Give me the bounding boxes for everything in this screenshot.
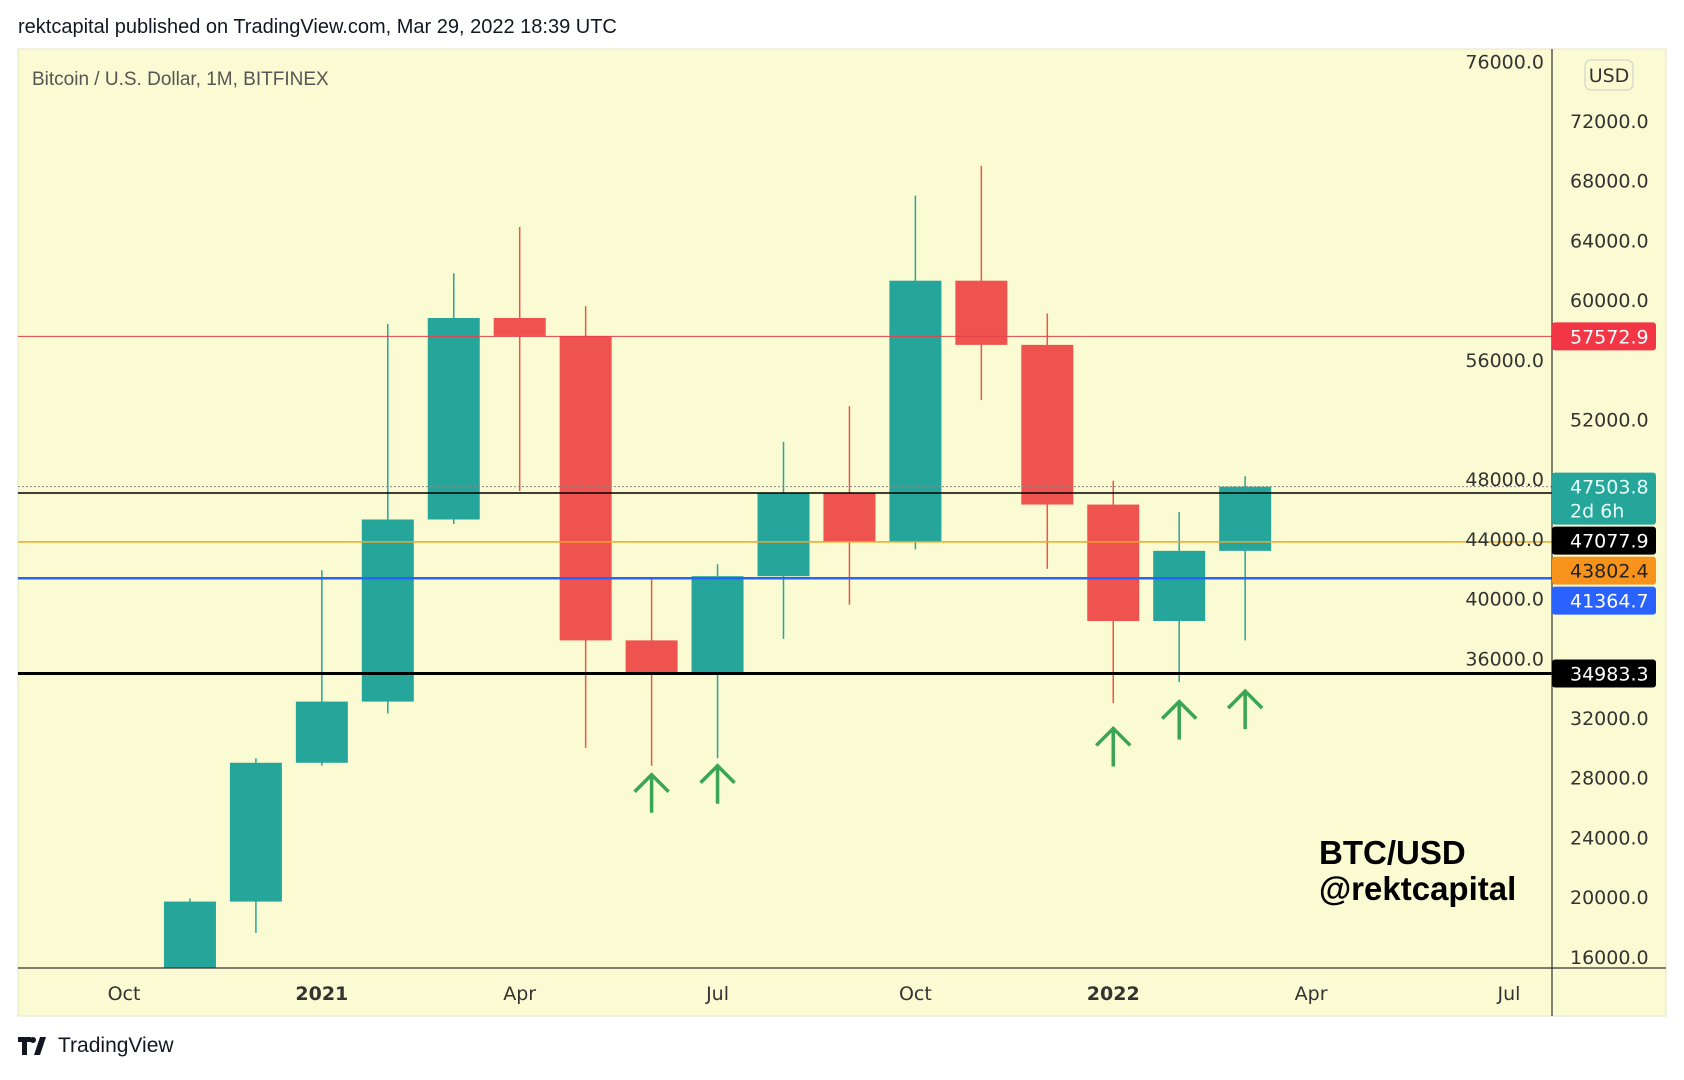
y-tick-label: 24000.0 xyxy=(1570,827,1649,849)
x-tick-label: 2021 xyxy=(295,983,348,1005)
candle-body-2022-02[interactable] xyxy=(1153,550,1206,621)
y-tick-label: 56000.0 xyxy=(1465,350,1544,372)
price-tag-label: 47077.9 xyxy=(1570,531,1649,553)
y-tick-label: 36000.0 xyxy=(1465,648,1544,670)
up-arrow-icon xyxy=(699,763,736,804)
y-tick-label: 16000.0 xyxy=(1570,947,1649,969)
up-arrow-icon xyxy=(1226,688,1264,730)
y-tick-label: 76000.0 xyxy=(1465,51,1544,73)
y-tick-label: 68000.0 xyxy=(1570,171,1649,193)
candle-body-2021-03[interactable] xyxy=(427,318,480,520)
up-arrow-icon xyxy=(1095,725,1132,767)
candle-body-2021-11[interactable] xyxy=(955,280,1008,345)
x-tick-label: Apr xyxy=(1295,983,1328,1005)
price-tag-label: 34983.3 xyxy=(1570,663,1649,685)
y-tick-label: 44000.0 xyxy=(1465,529,1544,551)
price-tag-57572.9 xyxy=(1552,322,1656,351)
candle-body-2021-10[interactable] xyxy=(889,280,942,542)
y-tick-label: 32000.0 xyxy=(1570,708,1649,730)
y-tick-label: 20000.0 xyxy=(1570,887,1649,909)
y-tick-label: 52000.0 xyxy=(1570,410,1649,432)
y-tick-label: 28000.0 xyxy=(1570,768,1649,790)
tradingview-logo-icon xyxy=(18,1037,46,1055)
candle-body-2020-11[interactable] xyxy=(163,901,216,990)
price-tag-label: 47503.8 xyxy=(1570,477,1649,499)
candle-body-2021-05[interactable] xyxy=(559,335,612,641)
price-tag-34983.3 xyxy=(1552,659,1656,688)
candle-body-2021-06[interactable] xyxy=(625,640,678,674)
x-tick-label: Oct xyxy=(108,983,141,1005)
watermark-text: @rektcapital xyxy=(1319,870,1516,907)
candle-body-2021-01[interactable] xyxy=(295,701,348,763)
y-tick-label: 60000.0 xyxy=(1570,290,1649,312)
currency-button[interactable] xyxy=(1584,59,1634,91)
x-tick-label: 2022 xyxy=(1087,983,1140,1005)
x-tick-label: Jul xyxy=(705,983,729,1005)
price-tag-47503.8 xyxy=(1552,472,1656,525)
price-tag-label: 43802.4 xyxy=(1570,561,1649,583)
price-tag-41364.7 xyxy=(1552,586,1656,615)
currency-button-label: USD xyxy=(1589,65,1630,87)
candle-body-2021-09[interactable] xyxy=(823,492,876,542)
tradingview-logo[interactable]: TradingView xyxy=(18,1034,174,1058)
up-arrow-icon xyxy=(1160,699,1198,740)
candle-body-2020-12[interactable] xyxy=(229,762,282,902)
candle-body-2022-03[interactable] xyxy=(1219,486,1272,551)
y-tick-label: 64000.0 xyxy=(1570,230,1649,252)
y-tick-label: 40000.0 xyxy=(1465,589,1544,611)
publish-header: rektcapital published on TradingView.com… xyxy=(18,16,617,38)
candle-body-2021-04[interactable] xyxy=(493,318,546,336)
candle-body-2021-12[interactable] xyxy=(1021,344,1074,505)
candle-body-2021-02[interactable] xyxy=(361,519,414,702)
x-tick-label: Oct xyxy=(899,983,932,1005)
price-tag-label: 57572.9 xyxy=(1570,326,1649,348)
price-tag-47077.9 xyxy=(1552,526,1656,555)
watermark-text: BTC/USD xyxy=(1319,834,1466,871)
y-tick-label: 48000.0 xyxy=(1465,469,1544,491)
chart-title: Bitcoin / U.S. Dollar, 1M, BITFINEX xyxy=(32,69,329,90)
candle-body-2022-01[interactable] xyxy=(1087,504,1140,621)
x-tick-label: Jul xyxy=(1496,983,1520,1005)
y-tick-label: 72000.0 xyxy=(1570,111,1649,133)
up-arrow-icon xyxy=(633,772,670,813)
price-tag-label: 41364.7 xyxy=(1570,591,1649,613)
countdown-label: 2d 6h xyxy=(1570,501,1624,523)
x-tick-label: Apr xyxy=(503,983,536,1005)
candle-body-2021-08[interactable] xyxy=(757,492,810,577)
price-tag-43802.4 xyxy=(1552,556,1656,585)
tradingview-logo-text: TradingView xyxy=(58,1034,174,1057)
candle-body-2021-07[interactable] xyxy=(691,576,744,674)
